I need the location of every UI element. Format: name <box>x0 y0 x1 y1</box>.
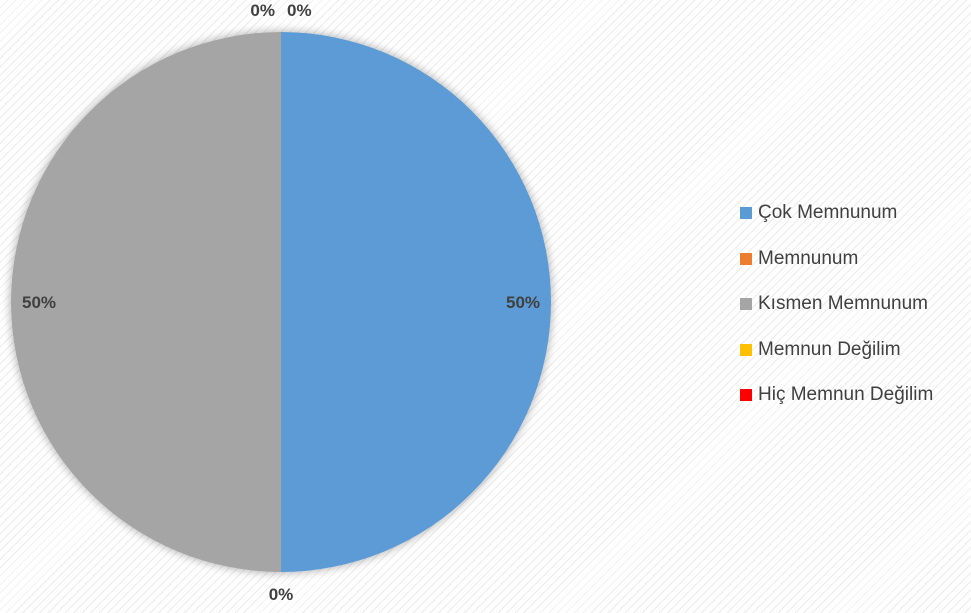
legend-label: Kısmen Memnunum <box>758 293 929 314</box>
data-label-kismen-memnunum: 50% <box>22 293 56 312</box>
pie-slice-cok-memnunum <box>281 32 551 572</box>
legend-swatch <box>740 343 752 356</box>
pie-slice-kismen-memnunum <box>11 32 281 572</box>
legend-label: Çok Memnunum <box>758 202 898 223</box>
data-label-memnunum: 0% <box>269 585 294 604</box>
data-label-hic-memnun-degilim: 0% <box>287 1 312 20</box>
legend-item-memnun-degilim: Memnun Değilim <box>740 333 933 367</box>
pie-slices <box>11 32 551 572</box>
legend-item-kismen-memnunum: Kısmen Memnunum <box>740 287 933 321</box>
legend-label: Memnunum <box>758 247 859 269</box>
legend-swatch <box>740 389 752 401</box>
legend-item-cok-memnunum: Çok Memnunum <box>740 196 933 230</box>
legend-swatch <box>740 207 752 219</box>
legend-item-hic-memnun-degilim: Hiç Memnun Değilim <box>740 378 933 412</box>
data-label-memnun-degilim: 0% <box>250 1 275 20</box>
legend-label: Hiç Memnun Değilim <box>758 384 934 405</box>
legend-label: Memnun Değilim <box>758 338 901 360</box>
pie-data-labels: 50% 0% 50% 0% 0% <box>22 1 540 604</box>
data-label-cok-memnunum: 50% <box>506 293 540 312</box>
legend-swatch <box>740 252 752 265</box>
legend-swatch <box>740 298 752 310</box>
legend: Çok Memnunum Memnunum Kısmen Memnunum Me… <box>740 196 933 424</box>
legend-item-memnunum: Memnunum <box>740 242 933 276</box>
